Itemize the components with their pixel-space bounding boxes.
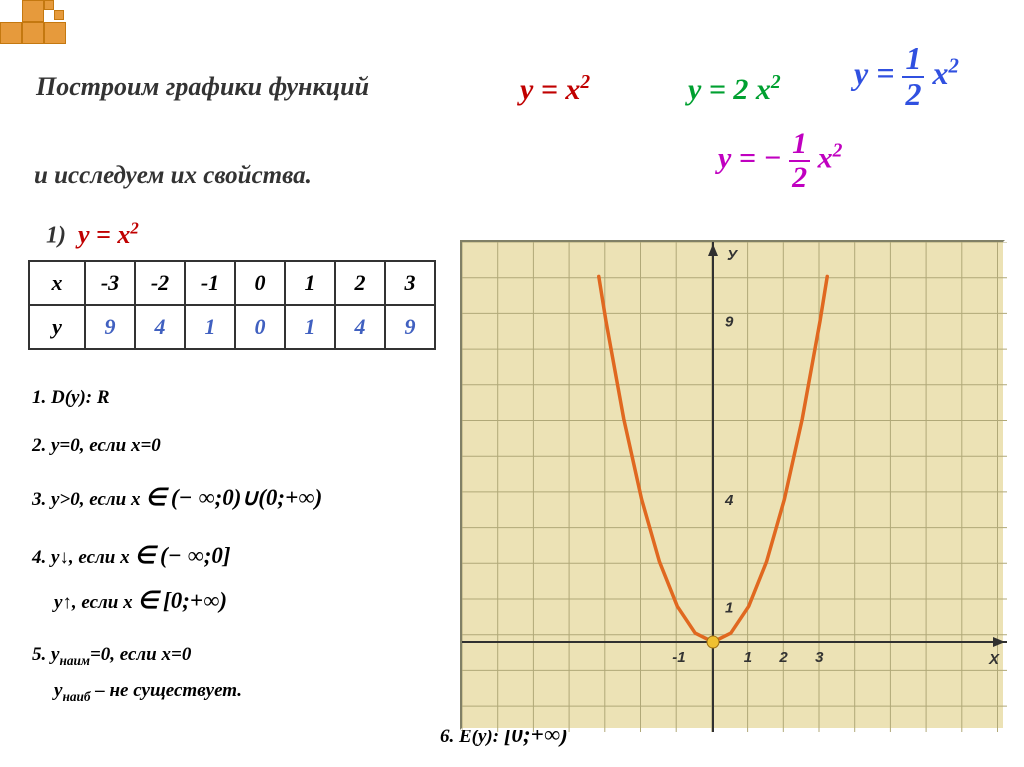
prop-3: 3. y>0, если х ∈ (− ∞;0)∪(0;+∞) [32,476,322,522]
prop-2: 2. y=0, если x=0 [32,428,322,464]
formula-4: y = − 12 x2 [718,128,842,193]
prop-5a: 5. yнаим=0, если x=0 [32,637,322,673]
svg-text:2: 2 [778,649,788,666]
svg-text:У: У [727,247,739,264]
prop-5b: yнаиб – не существует. [54,673,322,709]
formula-1: y = x2 [520,72,590,107]
item-1: 1) y = x2 [46,218,139,250]
svg-text:4: 4 [724,492,734,509]
svg-text:1: 1 [725,599,733,616]
subtitle: и исследуем их свойства. [34,162,312,190]
parabola-chart: Х У -1 1 2 3 1 4 9 [460,240,1005,730]
slide-title: Построим графики функций [36,72,369,102]
chart-svg: Х У -1 1 2 3 1 4 9 [462,242,1007,732]
prop-4b: y↑, если х ∈ [0;+∞) [54,579,322,625]
prop-4a: 4. y↓, если х ∈ (− ∞;0] [32,534,322,580]
svg-text:9: 9 [725,314,734,331]
svg-text:-1: -1 [672,649,685,666]
value-table: x-3-2-10123 y9410149 [28,260,436,350]
table-row-y: y9410149 [29,305,435,349]
properties-list: 1. D(y): R 2. y=0, если x=0 3. y>0, если… [32,380,322,709]
formula-3: y = 12 x2 [854,42,959,111]
table-row-x: x-3-2-10123 [29,261,435,305]
svg-text:1: 1 [744,649,752,666]
formula-2: y = 2 x2 [688,72,781,107]
svg-text:3: 3 [815,649,824,666]
prop-1: 1. D(y): R [32,380,322,416]
svg-text:Х: Х [988,651,1000,668]
